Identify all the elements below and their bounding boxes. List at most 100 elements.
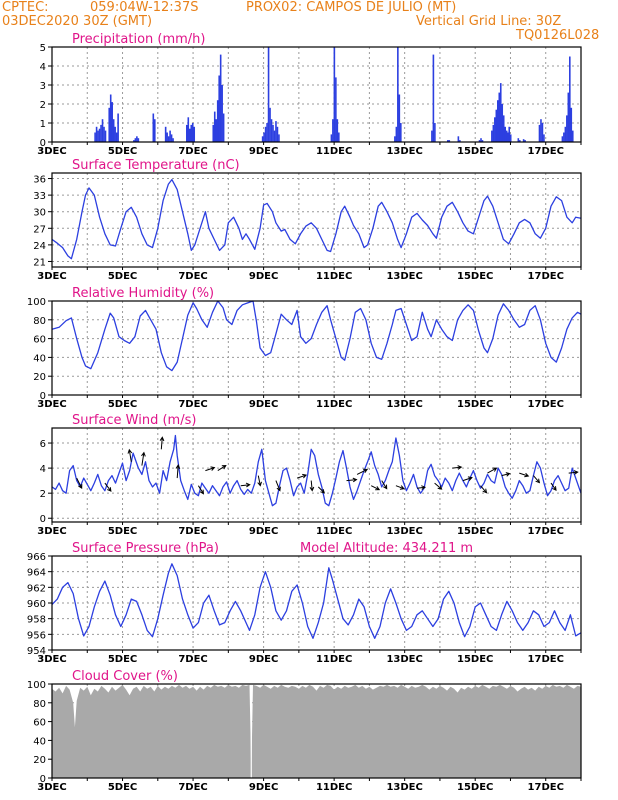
precip-bar (481, 140, 484, 142)
wind-arrow (416, 485, 427, 490)
x-tick-label: 3DEC (37, 782, 66, 793)
precip-bar (193, 126, 196, 142)
x-tick-label: 17DEC (528, 526, 564, 537)
cloud-frame (51, 683, 582, 779)
x-tick-label: 11DEC (316, 782, 352, 793)
x-tick-label: 15DEC (457, 146, 493, 157)
y-tick-label: 36 (33, 175, 46, 186)
y-tick-label: 80 (33, 316, 46, 327)
precip-bar (188, 128, 191, 142)
cloud-panel: 0 20 40 60 80 100 3DEC 5DEC 7DEC 9DEC 11DEC 13DEC 15… (27, 669, 582, 793)
x-tick-label: 9DEC (249, 399, 278, 410)
precip-bar (191, 123, 194, 142)
y-tick-label: 60 (33, 335, 46, 346)
y-tick-label: 20 (33, 372, 46, 383)
x-tick-label: 17DEC (528, 654, 564, 665)
source-label: CPTEC: (2, 0, 49, 15)
y-tick-label: 4 (40, 464, 46, 475)
temperature-line (51, 178, 582, 260)
precip-bar (524, 140, 526, 142)
pressure-frame (51, 555, 582, 651)
x-tick-label: 11DEC (316, 146, 352, 157)
y-tick-label: 6 (40, 439, 46, 450)
precip-bar (190, 124, 193, 142)
humidity-title: Relative Humidity (%) (72, 286, 214, 301)
y-tick-label: 0 (40, 138, 46, 149)
wind-arrow (480, 485, 488, 494)
x-tick-label: 5DEC (108, 526, 137, 537)
precip-bar (164, 126, 167, 142)
y-tick-label: 40 (33, 736, 46, 747)
precip-bar (504, 126, 507, 142)
humidity-frame (51, 300, 582, 396)
precip-bar (330, 134, 333, 142)
x-tick-label: 17DEC (528, 271, 564, 282)
precip-bar (432, 54, 435, 142)
precip-bar (478, 140, 481, 142)
precip-bar (397, 47, 399, 142)
wind-arrow (104, 482, 112, 492)
y-tick-label: 0 (40, 391, 46, 402)
wind-arrow (217, 465, 227, 472)
wind-arrow (175, 464, 181, 479)
y-tick-label: 100 (27, 297, 46, 308)
y-tick-label: 2 (40, 100, 46, 111)
wind-frame (51, 427, 582, 523)
wind-arrow (381, 480, 388, 490)
y-tick-label: 966 (27, 552, 46, 563)
wind-panel: 0 2 4 6 3DEC 5DEC 7DEC 9DEC 11DEC 13DEC 15DEC 17DEC… (37, 413, 582, 537)
precip-bar (561, 136, 564, 142)
precip-bar (264, 126, 267, 142)
x-tick-label: 5DEC (108, 146, 137, 157)
precip-bar (502, 115, 505, 142)
precip-bar (278, 134, 280, 142)
precip-bar (394, 136, 396, 142)
wind-arrow (519, 472, 530, 478)
temperature-panel: 21 24 27 30 33 36 3DEC 5DEC 7DEC 9DEC 11DEC 13DEC 15… (33, 158, 582, 282)
precip-bar (216, 100, 219, 142)
precip-bar (571, 130, 574, 142)
y-tick-label: 0 (40, 514, 46, 525)
precip-bar (273, 130, 276, 142)
precip-bar (103, 126, 105, 142)
wind-arrow (275, 480, 281, 492)
wind-arrow (240, 482, 251, 488)
y-tick-label: 954 (27, 646, 46, 657)
precip-bar (95, 126, 98, 142)
precip-bar (505, 130, 508, 142)
precip-bar (261, 136, 264, 142)
precip-bar (133, 140, 135, 142)
wind-title: Surface Wind (m/s) (72, 413, 196, 428)
precip-bar (333, 47, 336, 142)
model-altitude-label: Model Altitude: 434.211 m (300, 541, 473, 556)
wind-arrow (296, 473, 308, 479)
precip-bar (166, 132, 168, 142)
precip-bar (218, 75, 220, 142)
precip-bar (117, 113, 119, 142)
wind-arrow (395, 485, 405, 490)
precipitation-title: Precipitation (mm/h) (72, 32, 205, 47)
precip-bar (567, 92, 570, 142)
precip-bar (501, 104, 504, 142)
wind-arrow (501, 472, 511, 477)
coords-label: 059:04W-12:37S (90, 0, 199, 15)
page-header: CPTEC: 059:04W-12:37S PROX02: CAMPOS DE … (0, 0, 618, 48)
x-tick-label: 11DEC (316, 271, 352, 282)
y-tick-label: 27 (33, 224, 46, 235)
precip-bar (169, 130, 171, 142)
y-tick-label: 1 (40, 119, 46, 130)
x-tick-label: 7DEC (178, 782, 207, 793)
precip-bar (496, 100, 499, 142)
x-tick-label: 17DEC (528, 782, 564, 793)
precip-bar (522, 139, 525, 142)
precip-bar (506, 132, 509, 142)
precip-bar (491, 130, 493, 142)
precip-bar (186, 124, 188, 142)
y-tick-label: 0 (40, 774, 46, 785)
precip-bar (459, 140, 461, 142)
x-tick-label: 15DEC (457, 271, 493, 282)
x-tick-label: 13DEC (386, 271, 422, 282)
x-tick-label: 13DEC (386, 782, 422, 793)
y-tick-label: 24 (33, 241, 46, 252)
y-tick-label: 958 (27, 615, 46, 626)
